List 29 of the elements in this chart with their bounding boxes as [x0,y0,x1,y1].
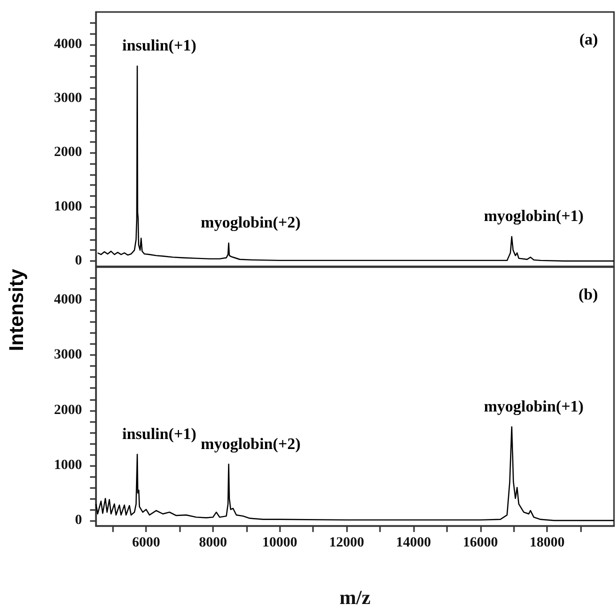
y-tick-label: 3000 [54,91,82,106]
annotation: insulin(+1) [122,38,196,55]
x-axis-title: m/z [339,587,371,609]
annotation: (b) [578,286,598,304]
x-tick-label: 14000 [396,536,431,550]
y-tick-label: 4000 [54,292,82,308]
y-tick-label: 4000 [54,36,82,52]
y-axis-title: Intensity [5,268,29,354]
x-tick-label: 16000 [462,536,498,550]
annotation: myoglobin(+1) [484,398,584,416]
y-tick-label: 1000 [54,458,82,473]
annotation: myoglobin(+1) [484,208,584,226]
y-tick-label: 2000 [54,402,82,418]
y-tick-label: 3000 [54,348,82,363]
y-tick-label: 0 [75,254,82,268]
line-series [95,426,615,522]
x-tick-label: 8000 [198,536,227,550]
annotation: myoglobin(+2) [200,214,301,232]
annotation: insulin(+1) [122,426,196,443]
y-tick-label: 2000 [54,145,82,160]
annotation: myoglobin(+2) [200,436,301,453]
x-tick-label: 18000 [530,536,565,550]
annotation: (a) [579,32,598,48]
y-tick-label: 0 [75,512,82,528]
y-tick-label: 1000 [54,199,82,214]
x-tick-label: 10000 [262,536,298,550]
x-tick-label: 12000 [329,536,364,550]
line-series [97,66,615,262]
x-tick-label: 6000 [132,536,160,550]
